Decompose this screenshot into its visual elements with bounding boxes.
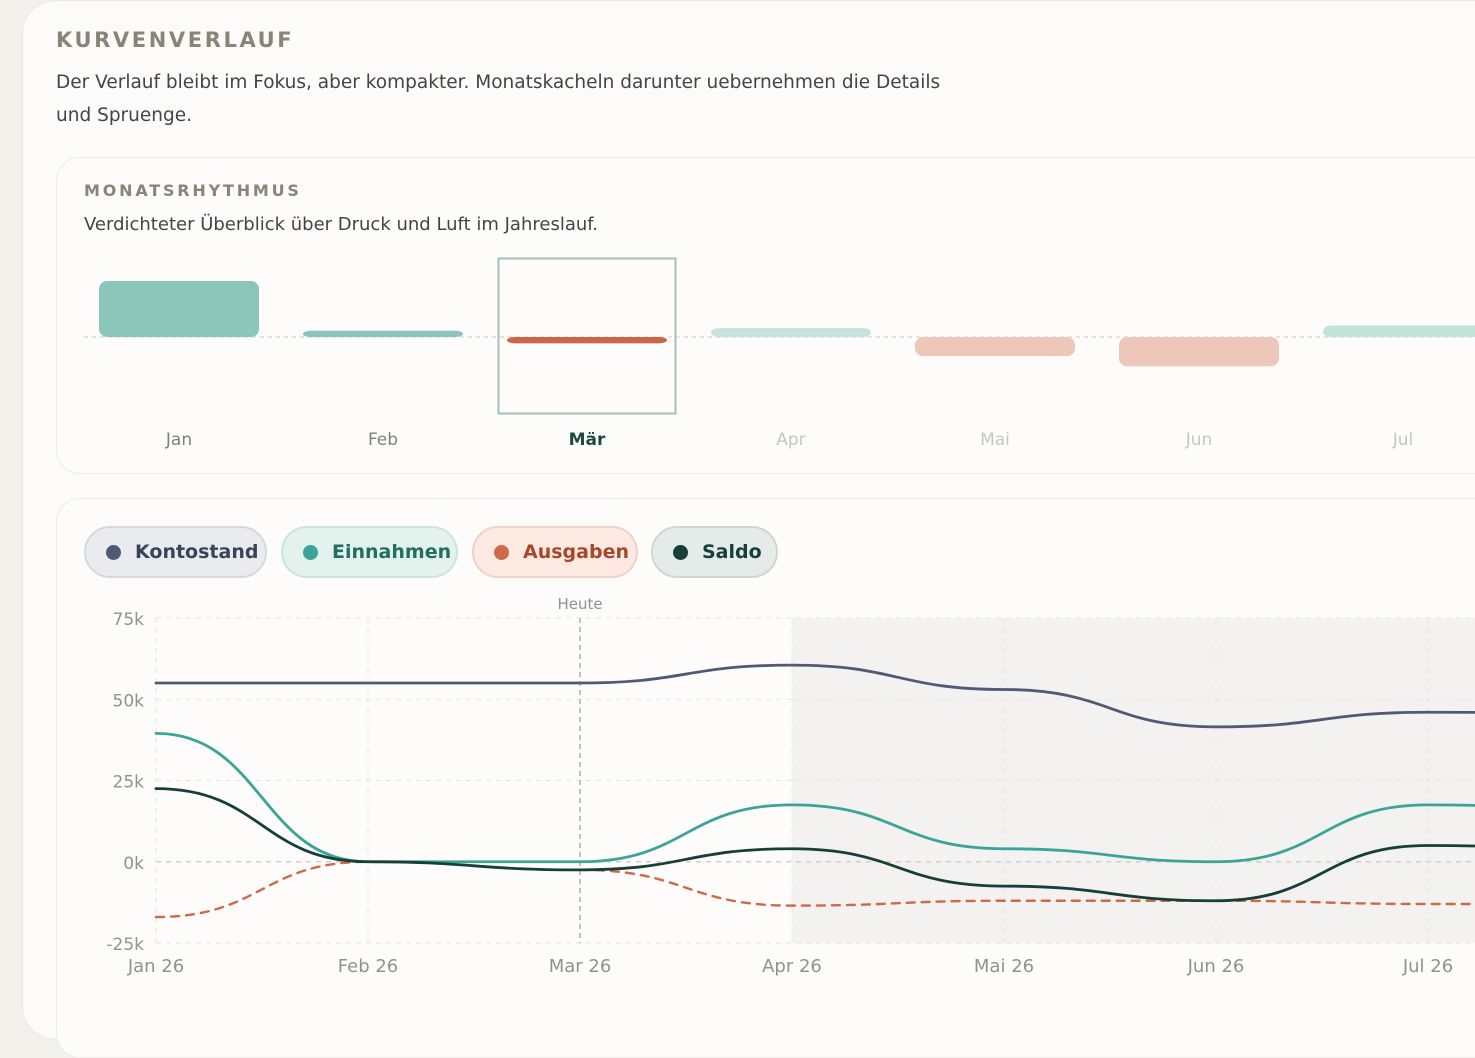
rhythm-description: Verdichteter Überblick über Druck und Lu…: [84, 214, 599, 235]
section-title: KURVENVERLAUF: [56, 28, 295, 52]
y-tick-75k: 75k: [113, 610, 145, 630]
charts-svg: Jan Feb Mär Apr Mai Jun Jul 75k 50k 25k 0k -25kJan …: [84, 257, 1475, 977]
legend-chip-einnahmen[interactable]: Einnahmen: [281, 526, 458, 578]
legend-label: Kontostand: [135, 541, 259, 563]
x-tick-jan-26: Jan 26: [127, 956, 184, 977]
legend-label: Saldo: [702, 541, 762, 563]
rhythm-label-feb: Feb: [368, 430, 398, 450]
legend-chip-ausgaben[interactable]: Ausgaben: [472, 526, 638, 578]
rhythm-label-apr: Apr: [776, 430, 805, 450]
y-tick-0k: 0k: [123, 854, 144, 874]
series-line-saldo: [154, 787, 1475, 903]
rhythm-label-jul: Jul: [1392, 430, 1414, 450]
today-label: Heute: [557, 595, 602, 613]
rhythm-bar-mai: [915, 337, 1075, 357]
legend-dot-icon: [673, 544, 688, 560]
legend-chip-kontostand[interactable]: Kontostand: [84, 526, 267, 578]
section-description: Der Verlauf bleibt im Fokus, aber kompak…: [56, 72, 941, 126]
x-tick-jul-26: Jul 26: [1402, 956, 1453, 977]
legend-dot-icon: [303, 544, 318, 560]
x-tick-jun-26: Jun 26: [1187, 956, 1245, 977]
x-tick-mai-26: Mai 26: [974, 956, 1034, 977]
rhythm-label-jun: Jun: [1185, 430, 1213, 450]
y-tick-25k: -25k: [106, 935, 144, 955]
rhythm-bar-jul: [1323, 325, 1475, 337]
rhythm-bar-feb: [303, 330, 463, 337]
legend-label: Ausgaben: [523, 541, 629, 563]
rhythm-title: MONATSRHYTHMUS: [84, 181, 302, 200]
rhythm-panel: [56, 157, 1475, 474]
rhythm-label-maer: Mär: [569, 430, 606, 450]
rhythm-selection-frame: [497, 257, 677, 415]
rhythm-label-mai: Mai: [980, 430, 1010, 450]
legend-label: Einnahmen: [332, 541, 452, 563]
rhythm-bar-apr: [711, 328, 871, 337]
forecast-area: [792, 618, 1475, 943]
rhythm-bar-jan: [99, 281, 259, 337]
x-tick-apr-26: Apr 26: [762, 956, 822, 977]
x-tick-mar-26: Mar 26: [549, 956, 612, 977]
y-tick-25k: 25k: [113, 773, 145, 793]
legend-dot-icon: [106, 544, 121, 560]
y-tick-50k: 50k: [113, 691, 145, 711]
legend-dot-icon: [494, 544, 509, 560]
rhythm-label-jan: Jan: [165, 430, 192, 450]
x-tick-feb-26: Feb 26: [338, 956, 399, 977]
rhythm-bar-jun: [1119, 337, 1279, 367]
series-line-kontostand: [154, 663, 1475, 729]
rhythm-bar-maer: [507, 337, 667, 344]
legend-chip-saldo[interactable]: Saldo: [651, 526, 778, 578]
